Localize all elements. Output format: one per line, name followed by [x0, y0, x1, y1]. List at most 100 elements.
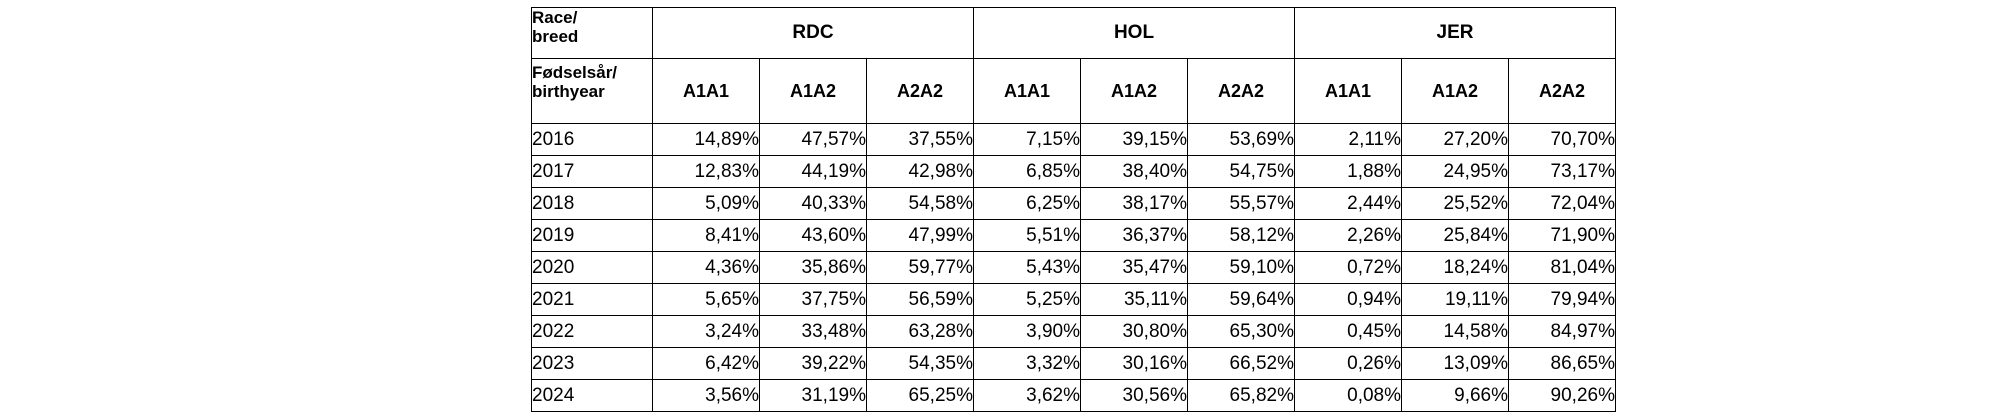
value-cell: 72,04%: [1508, 187, 1616, 220]
value-cell: 18,24%: [1401, 251, 1509, 284]
corner-label-birthyear: Fødselsår/birthyear: [531, 58, 653, 124]
corner-label-breed-text: Race/breed: [532, 8, 579, 47]
value-cell: 73,17%: [1508, 155, 1616, 188]
value-cell: 24,95%: [1401, 155, 1509, 188]
value-cell: 65,30%: [1187, 315, 1295, 348]
value-cell: 70,70%: [1508, 123, 1616, 156]
value-cell: 54,75%: [1187, 155, 1295, 188]
value-cell: 3,62%: [973, 379, 1081, 412]
value-cell: 36,37%: [1080, 219, 1188, 252]
value-cell: 43,60%: [759, 219, 867, 252]
corner-label-birthyear-text: Fødselsår/birthyear: [532, 63, 618, 101]
group-header-jer: JER: [1294, 7, 1616, 59]
value-cell: 35,47%: [1080, 251, 1188, 284]
value-cell: 30,16%: [1080, 347, 1188, 380]
year-cell: 2017: [531, 155, 653, 188]
header-row-genotype: Fødselsår/birthyear A1A1 A1A2 A2A2 A1A1 A1A2…: [531, 58, 1616, 124]
value-cell: 30,56%: [1080, 379, 1188, 412]
value-cell: 0,45%: [1294, 315, 1402, 348]
value-cell: 0,08%: [1294, 379, 1402, 412]
value-cell: 40,33%: [759, 187, 867, 220]
genotype-header-hol-a1a2: A1A2: [1080, 58, 1188, 124]
value-cell: 19,11%: [1401, 283, 1509, 316]
year-cell: 2016: [531, 123, 653, 156]
value-cell: 0,94%: [1294, 283, 1402, 316]
value-cell: 58,12%: [1187, 219, 1295, 252]
year-cell: 2019: [531, 219, 653, 252]
table-row: 2020 4,36% 35,86% 59,77% 5,43% 35,47% 59,10% 0,…: [531, 251, 1616, 284]
value-cell: 3,24%: [652, 315, 760, 348]
value-cell: 54,35%: [866, 347, 974, 380]
value-cell: 59,10%: [1187, 251, 1295, 284]
table-row: 2022 3,24% 33,48% 63,28% 3,90% 30,80% 65,30% 0,…: [531, 315, 1616, 348]
value-cell: 86,65%: [1508, 347, 1616, 380]
group-header-hol: HOL: [973, 7, 1295, 59]
year-cell: 2024: [531, 379, 653, 412]
value-cell: 5,51%: [973, 219, 1081, 252]
value-cell: 3,32%: [973, 347, 1081, 380]
value-cell: 7,15%: [973, 123, 1081, 156]
value-cell: 37,55%: [866, 123, 974, 156]
value-cell: 12,83%: [652, 155, 760, 188]
value-cell: 3,56%: [652, 379, 760, 412]
value-cell: 53,69%: [1187, 123, 1295, 156]
value-cell: 44,19%: [759, 155, 867, 188]
value-cell: 31,19%: [759, 379, 867, 412]
table-row: 2021 5,65% 37,75% 56,59% 5,25% 35,11% 59,64% 0,…: [531, 283, 1616, 316]
value-cell: 63,28%: [866, 315, 974, 348]
table-row: 2019 8,41% 43,60% 47,99% 5,51% 36,37% 58,12% 2,…: [531, 219, 1616, 252]
year-cell: 2018: [531, 187, 653, 220]
value-cell: 55,57%: [1187, 187, 1295, 220]
value-cell: 14,89%: [652, 123, 760, 156]
table-row: 2016 14,89% 47,57% 37,55% 7,15% 39,15% 53,69% 2…: [531, 123, 1616, 156]
value-cell: 6,85%: [973, 155, 1081, 188]
value-cell: 65,82%: [1187, 379, 1295, 412]
genotype-header-hol-a1a1: A1A1: [973, 58, 1081, 124]
value-cell: 59,64%: [1187, 283, 1295, 316]
value-cell: 90,26%: [1508, 379, 1616, 412]
genotype-header-rdc-a1a2: A1A2: [759, 58, 867, 124]
value-cell: 39,22%: [759, 347, 867, 380]
value-cell: 1,88%: [1294, 155, 1402, 188]
genotype-header-rdc-a1a1: A1A1: [652, 58, 760, 124]
value-cell: 4,36%: [652, 251, 760, 284]
value-cell: 25,84%: [1401, 219, 1509, 252]
value-cell: 35,86%: [759, 251, 867, 284]
value-cell: 47,99%: [866, 219, 974, 252]
value-cell: 8,41%: [652, 219, 760, 252]
value-cell: 71,90%: [1508, 219, 1616, 252]
value-cell: 39,15%: [1080, 123, 1188, 156]
value-cell: 38,17%: [1080, 187, 1188, 220]
year-cell: 2021: [531, 283, 653, 316]
value-cell: 81,04%: [1508, 251, 1616, 284]
value-cell: 6,25%: [973, 187, 1081, 220]
header-row-breed: Race/breed RDC HOL JER: [531, 7, 1616, 59]
value-cell: 35,11%: [1080, 283, 1188, 316]
table-body: Race/breed RDC HOL JER Fødselsår/birthyear…: [531, 7, 1616, 412]
value-cell: 42,98%: [866, 155, 974, 188]
corner-label-breed: Race/breed: [531, 7, 653, 59]
genotype-distribution-table: Race/breed RDC HOL JER Fødselsår/birthyear…: [531, 7, 1616, 412]
value-cell: 0,72%: [1294, 251, 1402, 284]
genotype-header-jer-a1a1: A1A1: [1294, 58, 1402, 124]
value-cell: 2,11%: [1294, 123, 1402, 156]
value-cell: 9,66%: [1401, 379, 1509, 412]
value-cell: 2,44%: [1294, 187, 1402, 220]
value-cell: 2,26%: [1294, 219, 1402, 252]
value-cell: 6,42%: [652, 347, 760, 380]
value-cell: 54,58%: [866, 187, 974, 220]
group-header-rdc: RDC: [652, 7, 974, 59]
value-cell: 30,80%: [1080, 315, 1188, 348]
year-cell: 2020: [531, 251, 653, 284]
value-cell: 66,52%: [1187, 347, 1295, 380]
genotype-header-jer-a1a2: A1A2: [1401, 58, 1509, 124]
genotype-header-jer-a2a2: A2A2: [1508, 58, 1616, 124]
value-cell: 25,52%: [1401, 187, 1509, 220]
value-cell: 84,97%: [1508, 315, 1616, 348]
value-cell: 79,94%: [1508, 283, 1616, 316]
table-row: 2017 12,83% 44,19% 42,98% 6,85% 38,40% 54,75% 1…: [531, 155, 1616, 188]
value-cell: 33,48%: [759, 315, 867, 348]
genotype-header-rdc-a2a2: A2A2: [866, 58, 974, 124]
value-cell: 47,57%: [759, 123, 867, 156]
value-cell: 13,09%: [1401, 347, 1509, 380]
